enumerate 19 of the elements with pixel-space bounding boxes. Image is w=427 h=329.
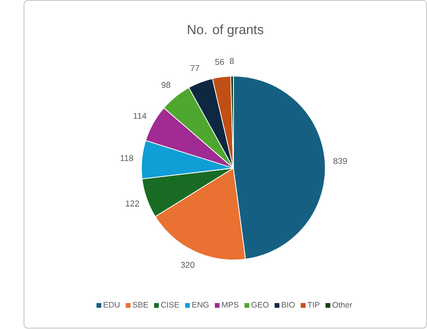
data-label: 839: [333, 158, 347, 164]
data-label: 118: [120, 155, 134, 162]
legend-label: Other: [332, 302, 352, 308]
data-label: 8: [230, 58, 234, 64]
data-label: 122: [126, 200, 139, 207]
legend-label: CISE: [161, 302, 180, 308]
legend-label: ENG: [192, 302, 209, 308]
data-label: 98: [162, 82, 170, 88]
data-label: 114: [134, 113, 146, 120]
legend-label: TIP: [308, 302, 320, 308]
legend-label: BIO: [282, 302, 295, 308]
data-label: 320: [180, 262, 194, 268]
data-label: 77: [190, 65, 200, 72]
legend-label: SBE: [132, 302, 148, 308]
data-label: 56: [215, 59, 224, 66]
legend-label: GEO: [252, 302, 269, 308]
chart-title: No. of grants: [188, 24, 264, 38]
legend-label: MPS: [222, 302, 238, 308]
legend-label: EDU: [104, 302, 120, 308]
